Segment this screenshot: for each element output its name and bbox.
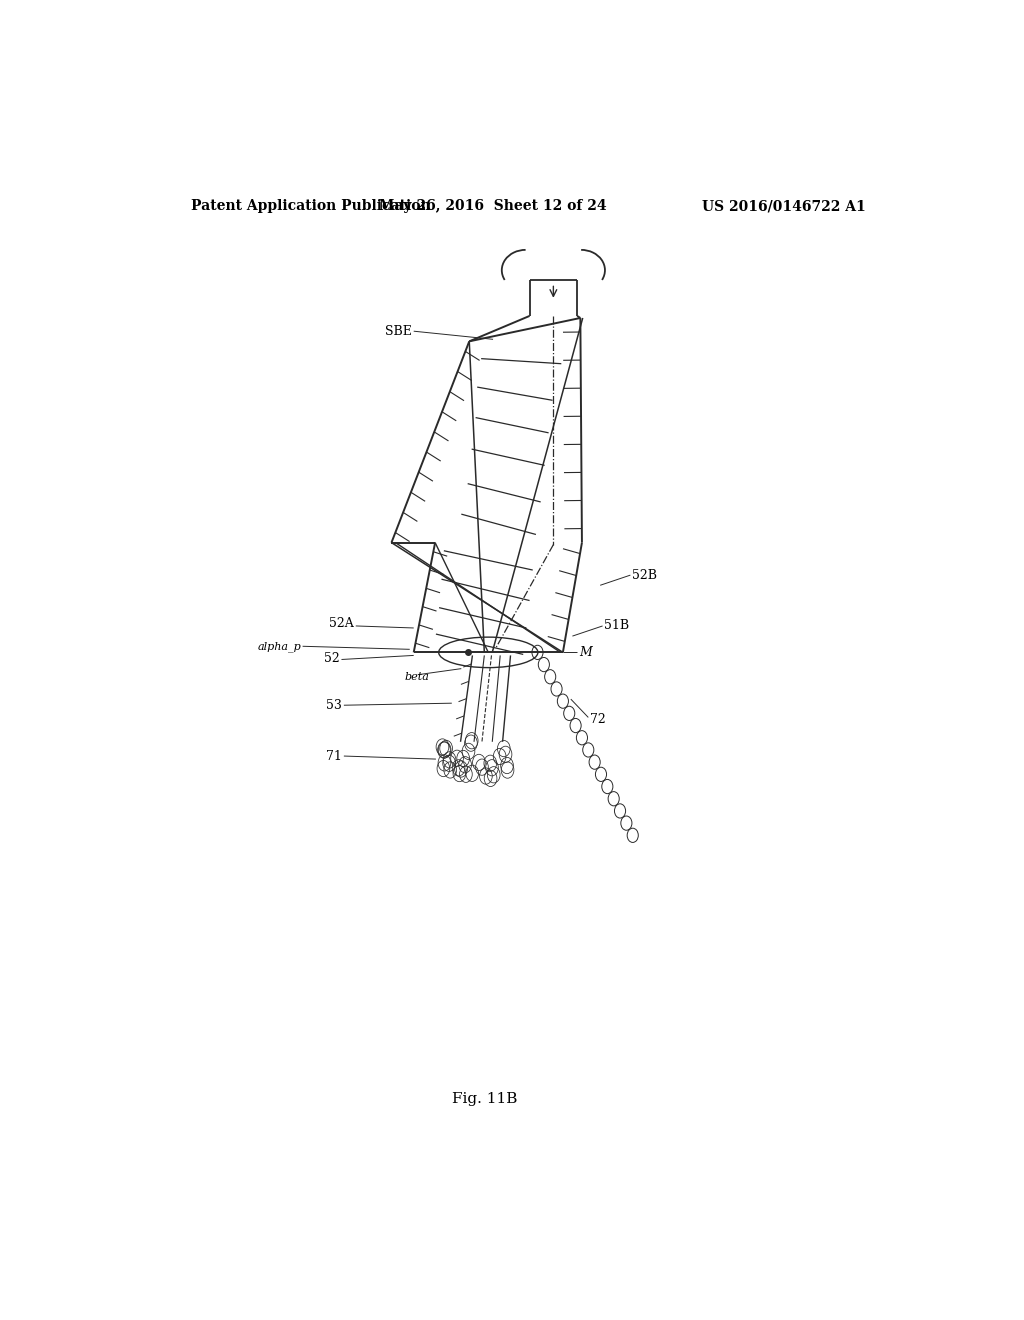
Text: alpha_p: alpha_p — [257, 642, 301, 652]
Text: Patent Application Publication: Patent Application Publication — [191, 199, 431, 213]
Text: 71: 71 — [327, 750, 342, 763]
Text: 52B: 52B — [632, 569, 657, 582]
Text: Fig. 11B: Fig. 11B — [453, 1092, 518, 1106]
Text: May 26, 2016  Sheet 12 of 24: May 26, 2016 Sheet 12 of 24 — [379, 199, 607, 213]
Text: SBE: SBE — [385, 325, 412, 338]
Text: beta: beta — [404, 672, 429, 681]
Text: 72: 72 — [590, 713, 605, 726]
Text: 53: 53 — [327, 698, 342, 711]
Text: 51B: 51B — [604, 619, 630, 632]
Text: US 2016/0146722 A1: US 2016/0146722 A1 — [702, 199, 866, 213]
Text: 52: 52 — [325, 652, 340, 665]
Text: 52A: 52A — [330, 618, 354, 631]
Text: M: M — [579, 645, 592, 659]
